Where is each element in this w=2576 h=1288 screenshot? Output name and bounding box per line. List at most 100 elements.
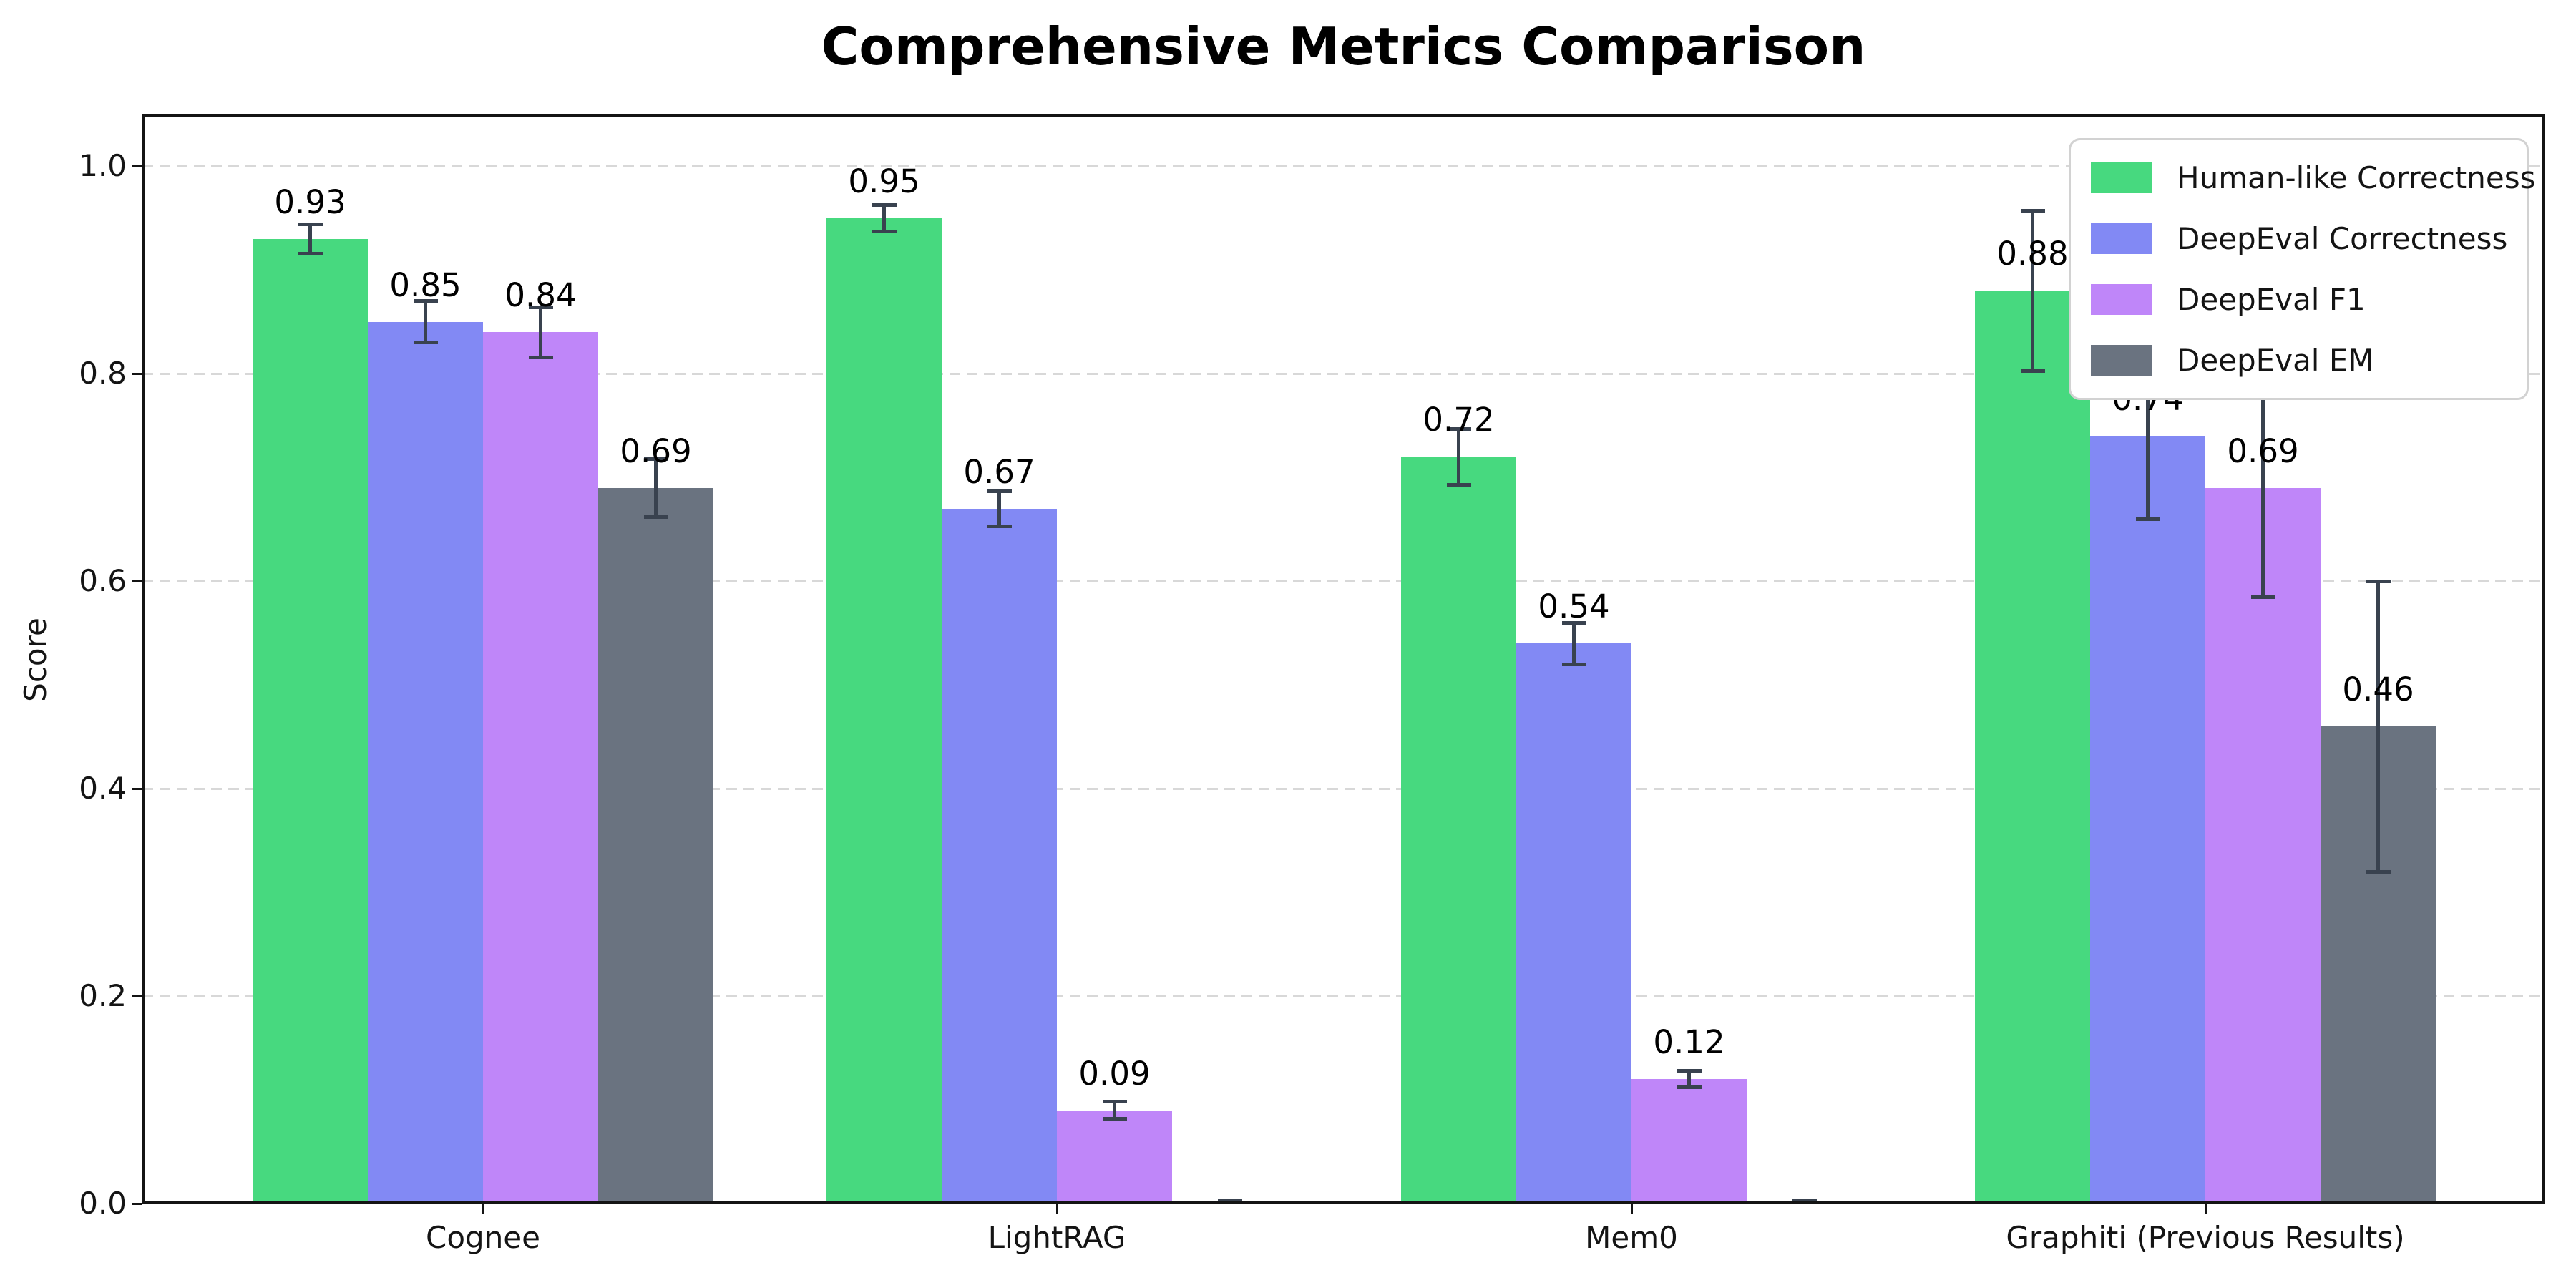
gridline-0.8	[142, 373, 2545, 376]
error-bar	[308, 224, 312, 254]
bar-LightRAG-DeepEval F1	[1057, 1110, 1172, 1204]
legend-item: DeepEval F1	[2091, 269, 2527, 330]
error-bar	[2031, 210, 2034, 371]
bar-Mem0-DeepEval F1	[1631, 1079, 1747, 1204]
y-tick-0.4	[132, 787, 142, 790]
error-bar	[2376, 581, 2380, 872]
error-bar	[1113, 1101, 1116, 1119]
x-tick-label-Mem0: Mem0	[1585, 1220, 1678, 1255]
error-bar	[539, 307, 542, 358]
gridline-0.2	[142, 995, 2545, 998]
bar-value-label: 0.12	[1653, 1023, 1725, 1062]
y-tick-label-1.0: 1.0	[79, 148, 127, 184]
bar-value-label: 0.54	[1538, 587, 1610, 626]
legend-label: Human-like Correctness	[2177, 160, 2536, 195]
bar-value-label: 0.69	[2227, 431, 2299, 470]
bar-Mem0-DeepEval Correctness	[1516, 643, 1631, 1204]
bar-Mem0-Human-like Correctness	[1401, 457, 1516, 1204]
error-bar-cap-bottom	[987, 524, 1012, 528]
chart-title: Comprehensive Metrics Comparison	[821, 16, 1866, 77]
legend-swatch-icon	[2091, 284, 2152, 315]
error-bar-cap-bottom	[2135, 517, 2160, 521]
y-tick-label-0.2: 0.2	[79, 978, 127, 1014]
axis-spine-left	[142, 114, 145, 1204]
error-bar-cap-top	[1102, 1100, 1127, 1104]
error-bar	[2146, 353, 2150, 519]
bar-value-label: 0.85	[389, 265, 462, 304]
x-tick-LightRAG	[1055, 1204, 1058, 1214]
legend-label: DeepEval Correctness	[2177, 220, 2508, 256]
error-bar	[2261, 379, 2265, 597]
error-bar-cap-top	[1561, 620, 1586, 625]
bar-value-label: 0.09	[1078, 1054, 1151, 1093]
y-tick-0.0	[132, 1202, 142, 1205]
legend-label: DeepEval EM	[2177, 342, 2374, 378]
y-tick-label-0.8: 0.8	[79, 356, 127, 391]
error-bar-cap-bottom	[872, 230, 897, 234]
plot-area: 0.930.950.720.880.850.670.540.740.840.09…	[142, 114, 2545, 1204]
bar-value-label: 0.84	[504, 276, 577, 315]
bar-value-label: 0.46	[2342, 670, 2414, 709]
bar-Graphiti (Previous Results)-Human-like Correctness	[1975, 291, 2090, 1204]
x-tick-Graphiti (Previous Results)	[2204, 1204, 2207, 1214]
bar-value-label: 0.72	[1423, 401, 1495, 439]
error-bar-cap-top	[298, 223, 323, 227]
error-bar-cap-bottom	[298, 251, 323, 255]
legend-swatch-icon	[2091, 345, 2152, 376]
error-bar-cap-bottom	[2250, 595, 2275, 599]
gridline-0.6	[142, 580, 2545, 583]
error-bar-cap-top	[1446, 426, 1471, 431]
x-tick-label-Graphiti (Previous Results): Graphiti (Previous Results)	[2006, 1220, 2405, 1255]
bar-Cognee-DeepEval EM	[598, 487, 713, 1204]
error-bar-cap-bottom	[1102, 1116, 1127, 1121]
x-tick-label-Cognee: Cognee	[426, 1220, 540, 1255]
error-bar-cap-top	[528, 306, 553, 310]
x-tick-Cognee	[482, 1204, 484, 1214]
error-bar	[654, 459, 658, 517]
error-bar-cap-top	[643, 457, 668, 461]
bar-Graphiti (Previous Results)-DeepEval F1	[2205, 487, 2321, 1204]
x-tick-label-LightRAG: LightRAG	[987, 1220, 1126, 1255]
legend-item: DeepEval EM	[2091, 330, 2527, 391]
error-bar-cap-bottom	[1446, 482, 1471, 487]
bar-value-label: 0.69	[620, 431, 692, 470]
error-bar-cap-top	[413, 299, 438, 303]
error-bar-cap-bottom	[1677, 1085, 1702, 1090]
gridline-0.4	[142, 788, 2545, 791]
bar-value-label: 0.88	[1996, 235, 2069, 273]
y-tick-0.2	[132, 995, 142, 997]
bar-LightRAG-DeepEval Correctness	[942, 508, 1057, 1204]
axis-spine-top	[142, 114, 2545, 117]
legend-swatch-icon	[2091, 162, 2152, 193]
legend-item: DeepEval Correctness	[2091, 208, 2527, 269]
error-bar-cap-bottom	[1561, 662, 1586, 666]
error-bar	[1687, 1070, 1691, 1088]
error-bar-cap-bottom	[643, 514, 668, 519]
legend-label: DeepEval F1	[2177, 281, 2366, 317]
legend-item: Human-like Correctness	[2091, 147, 2536, 208]
bar-value-label: 0.67	[963, 452, 1035, 491]
error-bar-cap-top	[1677, 1068, 1702, 1073]
error-bar-cap-bottom	[413, 341, 438, 345]
error-bar	[1572, 623, 1576, 665]
bar-Graphiti (Previous Results)-DeepEval Correctness	[2090, 436, 2205, 1204]
error-bar-cap-top	[1792, 1199, 1817, 1203]
error-bar-cap-bottom	[528, 355, 553, 359]
bar-value-label: 0.93	[274, 182, 346, 221]
error-bar-cap-top	[2020, 209, 2045, 213]
axis-spine-bottom	[142, 1201, 2545, 1204]
y-tick-0.6	[132, 580, 142, 582]
gridline-1.0	[142, 165, 2545, 168]
legend: Human-like Correctness DeepEval Correctne…	[2069, 138, 2536, 400]
error-bar	[882, 205, 886, 232]
x-tick-Mem0	[1630, 1204, 1633, 1214]
error-bar-cap-top	[987, 489, 1012, 493]
error-bar	[424, 301, 427, 343]
bar-Cognee-DeepEval F1	[483, 332, 598, 1204]
error-bar-cap-bottom	[2020, 369, 2045, 373]
bar-Cognee-DeepEval Correctness	[368, 321, 483, 1204]
bar-Cognee-Human-like Correctness	[253, 238, 368, 1204]
y-tick-1.0	[132, 165, 142, 167]
y-tick-label-0.6: 0.6	[79, 563, 127, 599]
